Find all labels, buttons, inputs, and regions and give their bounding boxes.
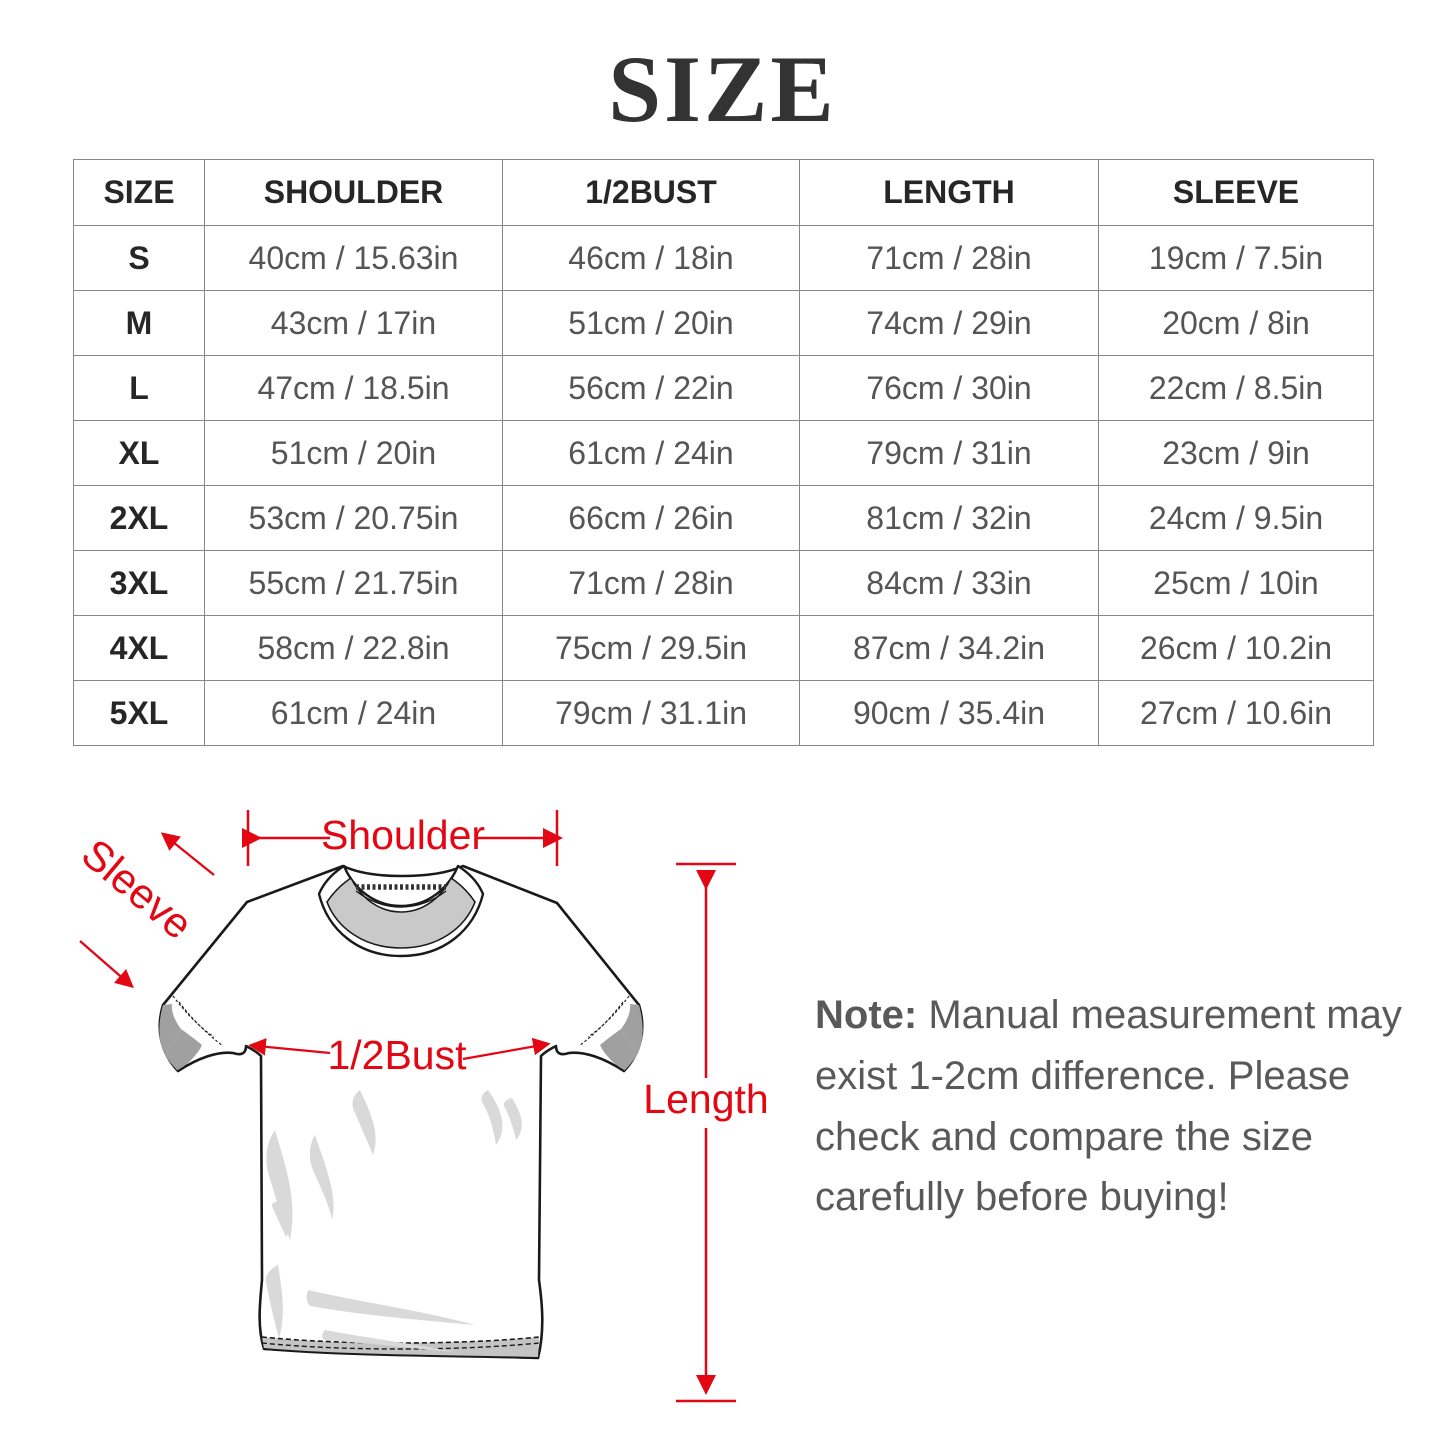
svg-text:Sleeve: Sleeve bbox=[73, 830, 202, 949]
svg-text:1/2Bust: 1/2Bust bbox=[327, 1032, 467, 1078]
svg-text:Shoulder: Shoulder bbox=[321, 812, 485, 858]
svg-text:Length: Length bbox=[643, 1076, 768, 1122]
